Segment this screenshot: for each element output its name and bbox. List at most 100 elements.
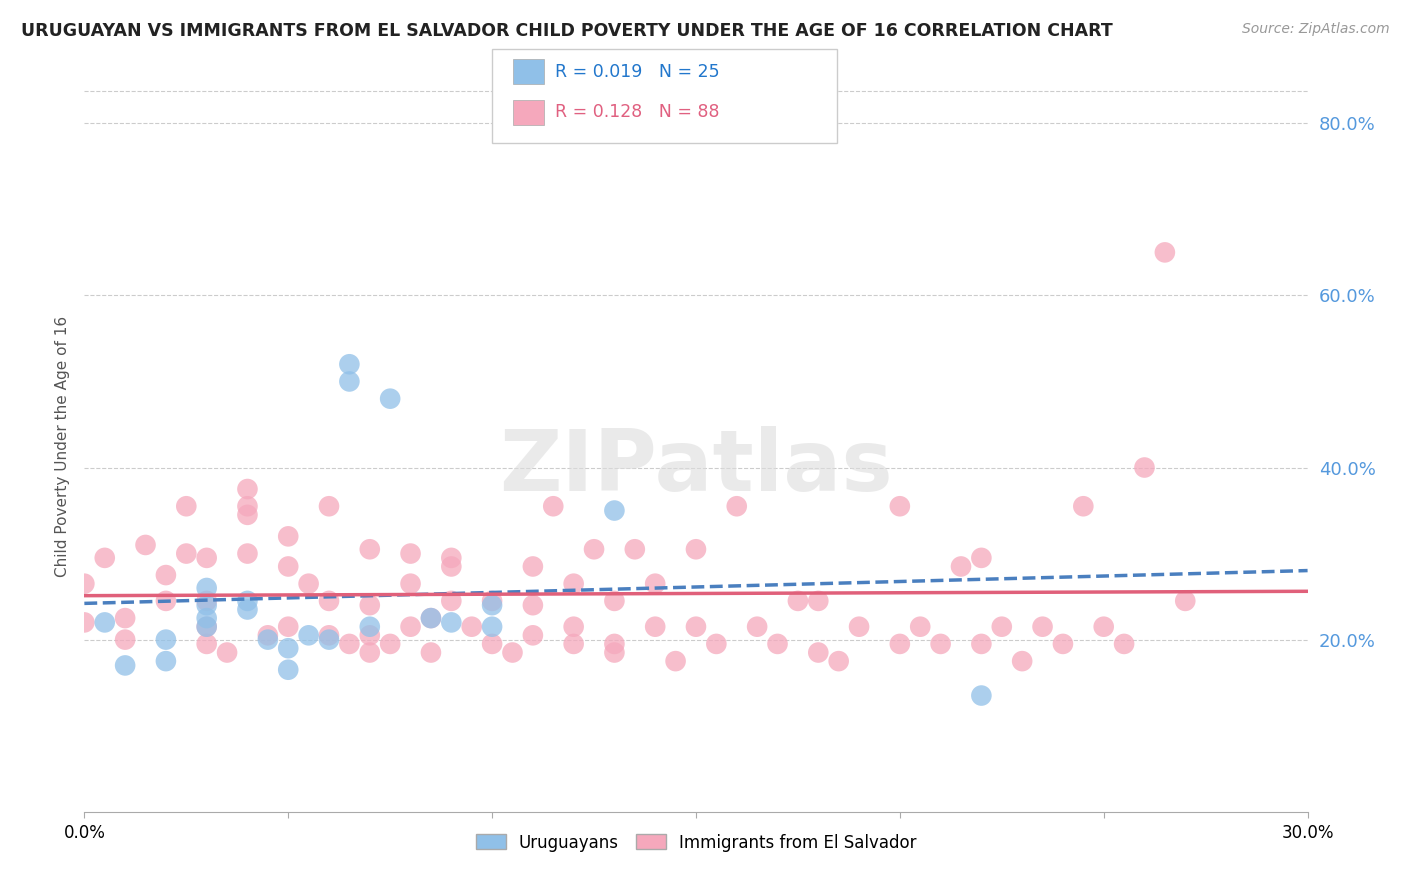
Point [950, 559, 973, 574]
Point [420, 646, 443, 660]
Point [706, 637, 728, 651]
Point [399, 576, 422, 591]
Point [73, 615, 96, 630]
Point [174, 547, 197, 561]
Point [135, 538, 157, 552]
Point [318, 594, 340, 608]
Point [277, 641, 299, 656]
Point [93, 550, 115, 565]
Point [440, 594, 463, 608]
Point [848, 620, 870, 634]
Point [522, 598, 544, 612]
Point [1073, 500, 1095, 514]
Point [236, 500, 259, 514]
Point [603, 637, 626, 651]
Point [399, 547, 422, 561]
Point [277, 663, 299, 677]
Point [440, 559, 463, 574]
Point [359, 542, 381, 557]
Point [73, 576, 96, 591]
Point [562, 620, 585, 634]
Point [380, 392, 402, 406]
Point [522, 559, 544, 574]
Point [1133, 460, 1156, 475]
Point [399, 620, 422, 634]
Point [155, 594, 177, 608]
Point [380, 637, 402, 651]
Point [1114, 637, 1136, 651]
Point [318, 628, 340, 642]
Point [277, 559, 299, 574]
Point [236, 547, 259, 561]
Point [807, 646, 830, 660]
Point [195, 620, 218, 634]
Point [359, 628, 381, 642]
Point [562, 637, 585, 651]
Point [583, 542, 606, 557]
Text: ZIPatlas: ZIPatlas [499, 426, 893, 509]
Point [195, 594, 218, 608]
Point [991, 620, 1014, 634]
Point [1154, 245, 1177, 260]
Point [910, 620, 932, 634]
Point [1032, 620, 1054, 634]
Point [440, 615, 463, 630]
Point [440, 550, 463, 565]
Point [217, 646, 239, 660]
Point [685, 542, 707, 557]
Point [195, 611, 218, 625]
Point [195, 581, 218, 595]
Text: R = 0.128   N = 88: R = 0.128 N = 88 [555, 103, 720, 121]
Point [1011, 654, 1033, 668]
Point [339, 637, 361, 651]
Text: URUGUAYAN VS IMMIGRANTS FROM EL SALVADOR CHILD POVERTY UNDER THE AGE OF 16 CORRE: URUGUAYAN VS IMMIGRANTS FROM EL SALVADOR… [21, 22, 1112, 40]
Point [236, 482, 259, 496]
Point [155, 654, 177, 668]
Point [889, 500, 911, 514]
Point [257, 632, 280, 647]
Point [339, 375, 361, 389]
Point [644, 576, 666, 591]
Point [114, 632, 136, 647]
Point [93, 615, 115, 630]
Point [481, 620, 503, 634]
Point [236, 602, 259, 616]
Point [665, 654, 688, 668]
Point [603, 594, 626, 608]
Point [787, 594, 810, 608]
Point [195, 620, 218, 634]
Point [1092, 620, 1115, 634]
Legend: Uruguayans, Immigrants from El Salvador: Uruguayans, Immigrants from El Salvador [468, 827, 924, 858]
Point [725, 500, 748, 514]
Point [195, 550, 218, 565]
Text: Source: ZipAtlas.com: Source: ZipAtlas.com [1241, 22, 1389, 37]
Point [339, 357, 361, 371]
Point [420, 611, 443, 625]
Point [828, 654, 851, 668]
Point [970, 550, 993, 565]
Point [461, 620, 484, 634]
Point [359, 646, 381, 660]
Point [502, 646, 524, 660]
Point [298, 576, 321, 591]
Point [1174, 594, 1197, 608]
Point [481, 637, 503, 651]
Point [359, 598, 381, 612]
Point [522, 628, 544, 642]
Point [155, 568, 177, 582]
Point [174, 500, 197, 514]
Point [543, 500, 565, 514]
Point [236, 594, 259, 608]
Point [807, 594, 830, 608]
Point [766, 637, 789, 651]
Point [889, 637, 911, 651]
Point [481, 594, 503, 608]
Point [114, 611, 136, 625]
Point [155, 632, 177, 647]
Y-axis label: Child Poverty Under the Age of 16: Child Poverty Under the Age of 16 [55, 316, 70, 576]
Point [318, 500, 340, 514]
Point [277, 620, 299, 634]
Point [970, 689, 993, 703]
Point [420, 611, 443, 625]
Point [257, 628, 280, 642]
